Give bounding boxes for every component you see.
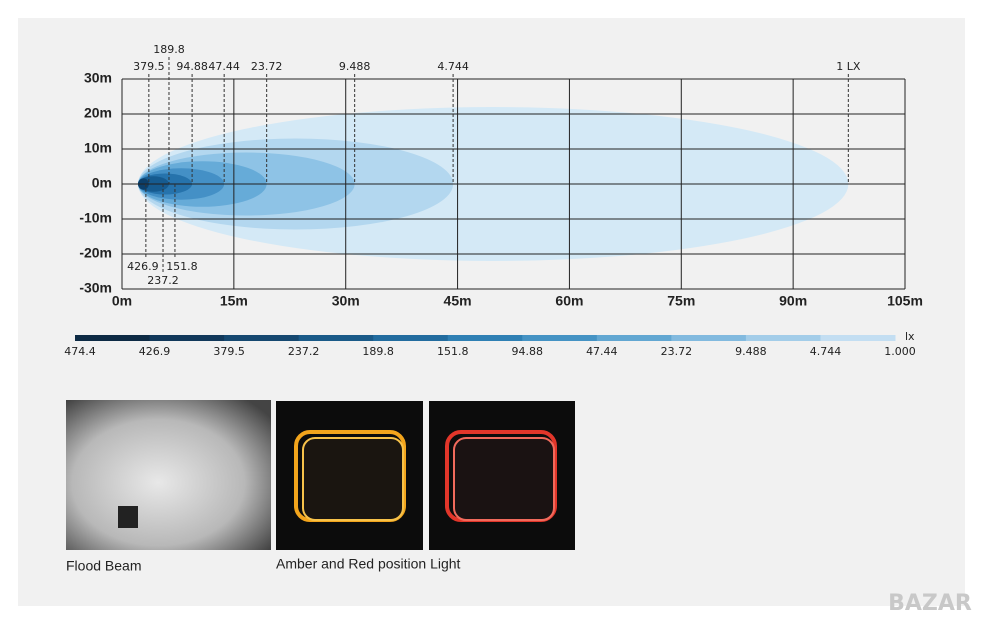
colorbar-label: 426.9 (139, 345, 171, 358)
colorbar-unit: lx (905, 330, 915, 343)
colorbar-label: 474.4 (64, 345, 96, 358)
colorbar-label: 47.44 (586, 345, 618, 358)
isolux-chart: 0m 15m 30m 45m 60m 75m 90m 105m 30m 20m 10m 0m -10m -… (64, 43, 923, 358)
photos (66, 400, 575, 550)
y-tick-label: 10m (84, 140, 112, 156)
x-tick-label: 15m (220, 293, 248, 309)
colorbar-label: 237.2 (288, 345, 320, 358)
y-tick-label: 0m (92, 175, 112, 191)
watermark: BAZAR (888, 591, 972, 616)
contour-label: 237.2 (147, 274, 179, 287)
colorbar-label: 4.744 (810, 345, 842, 358)
colorbar-segment (820, 335, 896, 341)
colorbar-segment (671, 335, 747, 341)
x-tick-label: 0m (112, 293, 132, 309)
x-tick-label: 45m (444, 293, 472, 309)
colorbar-label: 379.5 (213, 345, 245, 358)
colorbar-label: 94.88 (512, 345, 544, 358)
contour-label: 426.9 (127, 260, 159, 273)
colorbar-segment (745, 335, 821, 341)
colorbar-segment (224, 335, 300, 341)
x-tick-label: 30m (332, 293, 360, 309)
contour-label: 94.88 (176, 60, 208, 73)
contour-label: 9.488 (339, 60, 371, 73)
y-tick-label: -10m (79, 210, 112, 226)
contour-label: 1 LX (836, 60, 861, 73)
colorbar-label: 189.8 (362, 345, 394, 358)
y-tick-label: -30m (79, 280, 112, 296)
y-tick-label: 20m (84, 105, 112, 121)
contour-label: 189.8 (153, 43, 185, 56)
colorbar-segment (298, 335, 374, 341)
amber-ring (302, 437, 404, 521)
contour-label: 47.44 (208, 60, 240, 73)
lamp-icon (118, 506, 138, 528)
colorbar-segment (75, 335, 151, 341)
colorbar-label: 151.8 (437, 345, 469, 358)
colorbar-segment (373, 335, 449, 341)
colorbar-label: 9.488 (735, 345, 767, 358)
colorbar-segment (149, 335, 225, 341)
colorbar-segment (522, 335, 598, 341)
contour-label: 4.744 (437, 60, 469, 73)
x-tick-label: 75m (667, 293, 695, 309)
colorbar-segment (596, 335, 672, 341)
x-tick-label: 105m (887, 293, 923, 309)
caption: Amber and Red position Light (276, 556, 461, 572)
x-tick-label: 60m (555, 293, 583, 309)
x-tick-label: 90m (779, 293, 807, 309)
flood-photo (66, 400, 271, 550)
y-tick-label: 30m (84, 70, 112, 86)
colorbar-label: 23.72 (661, 345, 693, 358)
contour-label: 379.5 (133, 60, 165, 73)
contour-label: 151.8 (166, 260, 198, 273)
contour-label: 23.72 (251, 60, 283, 73)
colorbar-segment (447, 335, 523, 341)
red-ring (453, 437, 555, 521)
y-tick-label: -20m (79, 245, 112, 261)
colorbar-label: 1.000 (884, 345, 916, 358)
caption: Flood Beam (66, 558, 141, 574)
